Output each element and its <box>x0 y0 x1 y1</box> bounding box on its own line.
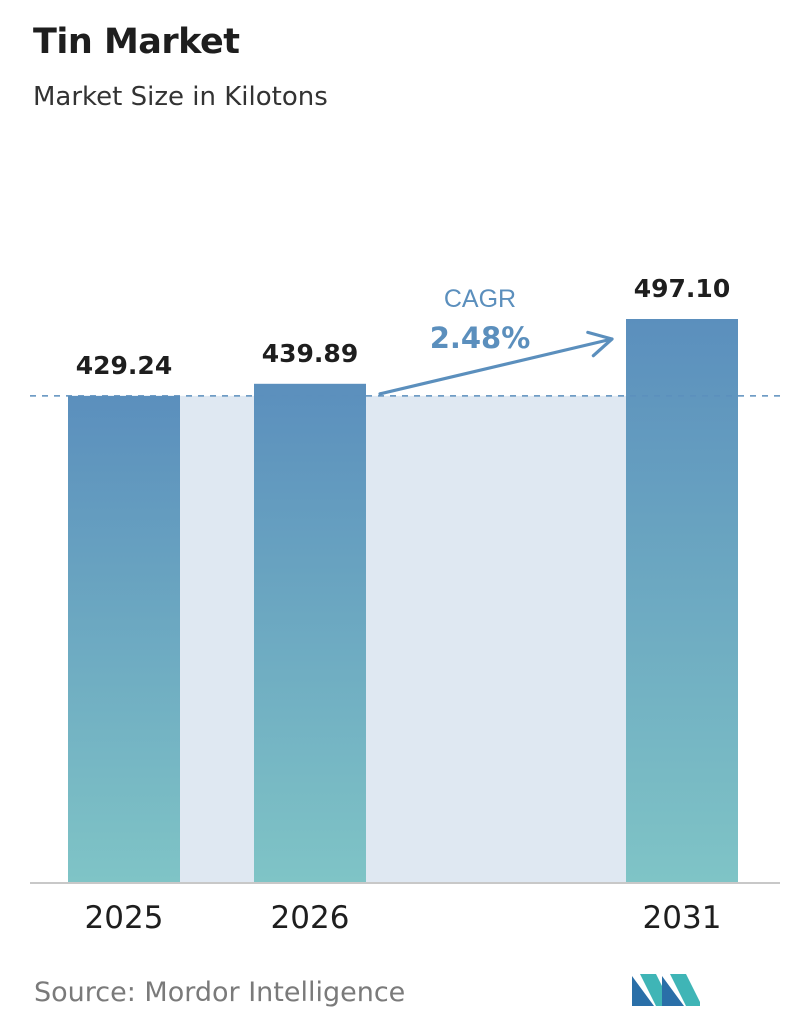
x-tick-label-2025: 2025 <box>85 900 164 936</box>
value-label-2025: 429.24 <box>76 351 172 380</box>
chart-subtitle: Market Size in Kilotons <box>33 82 328 112</box>
bar-2025 <box>68 395 180 882</box>
cagr-arrow <box>378 330 614 396</box>
chart-title: Tin Market <box>33 22 240 62</box>
x-tick-label-2031: 2031 <box>643 900 722 936</box>
background-band <box>366 395 626 882</box>
value-label-2026: 439.89 <box>262 339 358 368</box>
value-label-2031: 497.10 <box>634 274 730 303</box>
bar-2026 <box>254 383 366 882</box>
background-band <box>180 395 254 882</box>
bar-2031 <box>626 319 738 882</box>
cagr-label: CAGR <box>444 285 516 313</box>
source-text: Source: Mordor Intelligence <box>34 977 406 1008</box>
x-tick-label-2026: 2026 <box>271 900 350 936</box>
mordor-intelligence-logo-icon <box>632 974 700 1006</box>
cagr-value: 2.48% <box>430 321 531 355</box>
